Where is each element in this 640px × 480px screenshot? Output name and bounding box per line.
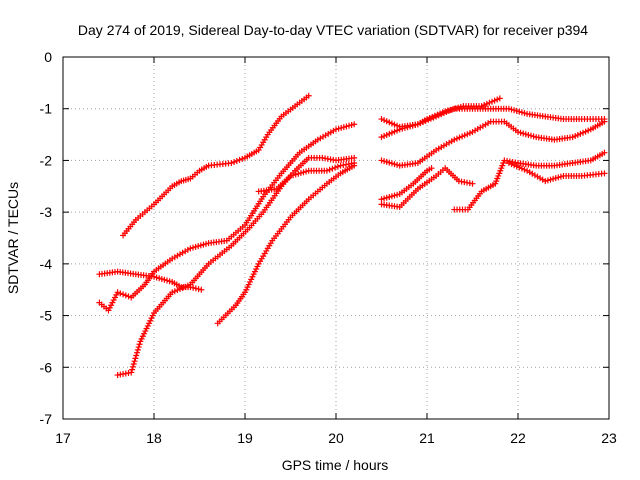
- data-point: [136, 341, 143, 348]
- series-track-k: [378, 165, 435, 203]
- data-point: [128, 369, 135, 376]
- data-point: [351, 160, 358, 167]
- data-point: [131, 358, 138, 365]
- series-track-h: [378, 105, 608, 141]
- data-point: [228, 160, 235, 167]
- data-point: [517, 129, 524, 136]
- data-point: [122, 292, 129, 299]
- series-track-f: [255, 160, 358, 195]
- data-point: [574, 131, 581, 138]
- data-points: [96, 92, 608, 379]
- data-point: [334, 163, 341, 170]
- data-point: [117, 290, 124, 297]
- data-point: [120, 291, 127, 298]
- data-point: [198, 286, 205, 293]
- data-point: [542, 178, 549, 185]
- data-point: [326, 166, 333, 173]
- data-point: [469, 180, 476, 187]
- data-point: [190, 284, 197, 291]
- data-point: [569, 134, 576, 141]
- y-tick-label: 0: [44, 49, 52, 65]
- y-tick-label: -3: [40, 204, 53, 220]
- data-point: [323, 167, 330, 174]
- series-track-i: [378, 118, 608, 169]
- data-point: [511, 162, 518, 169]
- data-point: [134, 349, 141, 356]
- data-point: [496, 95, 503, 102]
- data-point: [555, 174, 562, 181]
- x-tick-label: 23: [601, 430, 617, 446]
- data-point: [601, 149, 608, 156]
- data-point: [351, 121, 358, 128]
- series-track-l: [451, 149, 608, 213]
- x-tick-label: 21: [419, 430, 435, 446]
- series-track-c: [96, 121, 358, 314]
- series-track-b: [96, 268, 205, 293]
- data-point: [133, 352, 140, 359]
- series-track-e: [214, 162, 358, 327]
- series-track-m: [505, 160, 608, 185]
- x-tick-label: 22: [510, 430, 526, 446]
- data-point: [132, 355, 139, 362]
- data-point: [125, 293, 132, 300]
- y-tick-label: -7: [40, 411, 53, 427]
- series-track-a: [120, 92, 312, 239]
- y-tick-label: -4: [40, 256, 53, 272]
- y-tick-label: -1: [40, 101, 53, 117]
- data-point: [329, 165, 336, 172]
- data-point: [195, 286, 202, 293]
- data-point: [550, 175, 557, 182]
- x-tick-label: 19: [237, 430, 253, 446]
- y-axis-label: SDTVAR / TECUs: [5, 182, 21, 294]
- data-point: [130, 360, 137, 367]
- series-track-d: [114, 154, 358, 379]
- data-point: [236, 156, 243, 163]
- data-point: [233, 157, 240, 164]
- data-point: [332, 164, 339, 171]
- data-point: [305, 92, 312, 99]
- data-point: [601, 118, 608, 125]
- x-tick-label: 18: [146, 430, 162, 446]
- data-point: [516, 164, 523, 171]
- data-point: [530, 133, 537, 140]
- data-point: [239, 155, 246, 162]
- data-point: [129, 363, 136, 370]
- data-point: [351, 154, 358, 161]
- x-tick-label: 17: [55, 430, 71, 446]
- y-tick-label: -5: [40, 308, 53, 324]
- data-point: [511, 107, 518, 114]
- series-track-j: [378, 165, 476, 210]
- y-tick-label: -6: [40, 359, 53, 375]
- data-point: [582, 128, 589, 135]
- y-tick-label: -2: [40, 152, 53, 168]
- data-point: [135, 344, 142, 351]
- x-tick-label: 20: [328, 430, 344, 446]
- data-point: [516, 108, 523, 115]
- data-point: [192, 285, 199, 292]
- data-point: [231, 158, 238, 165]
- data-point: [129, 366, 136, 373]
- data-point: [601, 170, 608, 177]
- data-point: [114, 289, 121, 296]
- axis-ticks: 17 18 19 20 21 22 23 -7 -6 -5 -4 -3 -2 -1 0: [40, 49, 617, 446]
- data-point: [428, 165, 435, 172]
- data-point: [522, 131, 529, 138]
- chart-title: Day 274 of 2019, Sidereal Day-to-day VTE…: [78, 22, 588, 38]
- x-axis-label: GPS time / hours: [282, 457, 389, 473]
- data-point: [134, 346, 141, 353]
